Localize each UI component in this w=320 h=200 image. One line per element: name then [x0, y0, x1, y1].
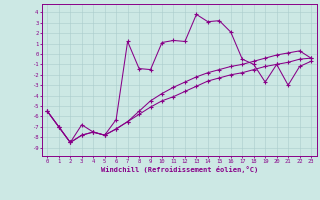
X-axis label: Windchill (Refroidissement éolien,°C): Windchill (Refroidissement éolien,°C): [100, 166, 258, 173]
